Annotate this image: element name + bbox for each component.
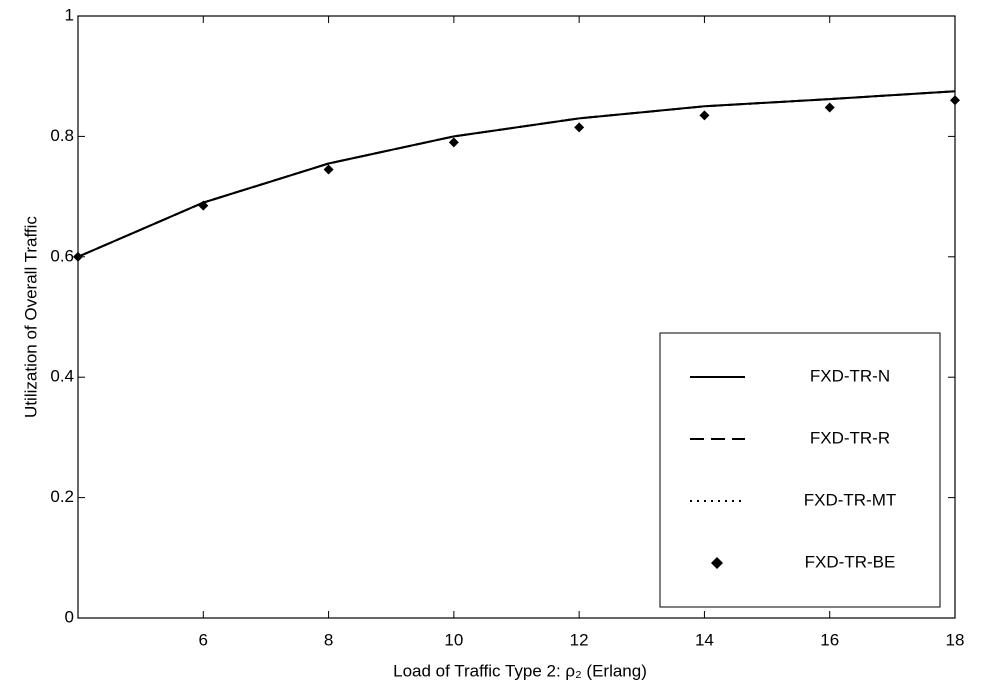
y-axis-label: Utilization of Overall Traffic	[21, 216, 40, 418]
data-point	[73, 251, 83, 262]
y-tick-label: 1	[65, 5, 74, 24]
legend-label: FXD-TR-MT	[804, 490, 897, 509]
data-point	[448, 137, 459, 148]
data-point	[198, 200, 209, 211]
y-tick-label: 0	[65, 607, 74, 626]
legend-swatch	[711, 557, 723, 569]
series-line	[77, 90, 956, 258]
x-tick-label: 10	[444, 630, 463, 649]
data-point	[950, 95, 960, 106]
x-tick-label: 8	[324, 630, 333, 649]
x-tick-label: 14	[695, 630, 714, 649]
data-point	[699, 110, 710, 121]
x-tick-label: 6	[199, 630, 208, 649]
data-point	[323, 164, 334, 175]
plot-frame	[77, 15, 956, 619]
y-tick-label: 0.8	[50, 126, 74, 145]
x-axis-label: Load of Traffic Type 2: ρ₂ (Erlang)	[393, 661, 647, 680]
data-point	[824, 102, 835, 113]
series-line	[77, 90, 956, 258]
x-tick-label: 18	[946, 630, 965, 649]
legend-label: FXD-TR-BE	[805, 552, 896, 571]
legend-label: FXD-TR-N	[810, 366, 890, 385]
y-tick-label: 0.2	[50, 487, 74, 506]
data-point	[574, 122, 585, 133]
y-tick-label: 0.6	[50, 246, 74, 265]
legend-label: FXD-TR-R	[810, 428, 890, 447]
x-tick-label: 12	[570, 630, 589, 649]
legend-box	[659, 332, 941, 608]
x-tick-label: 16	[820, 630, 839, 649]
series-line	[77, 90, 956, 258]
y-tick-label: 0.4	[50, 367, 74, 386]
